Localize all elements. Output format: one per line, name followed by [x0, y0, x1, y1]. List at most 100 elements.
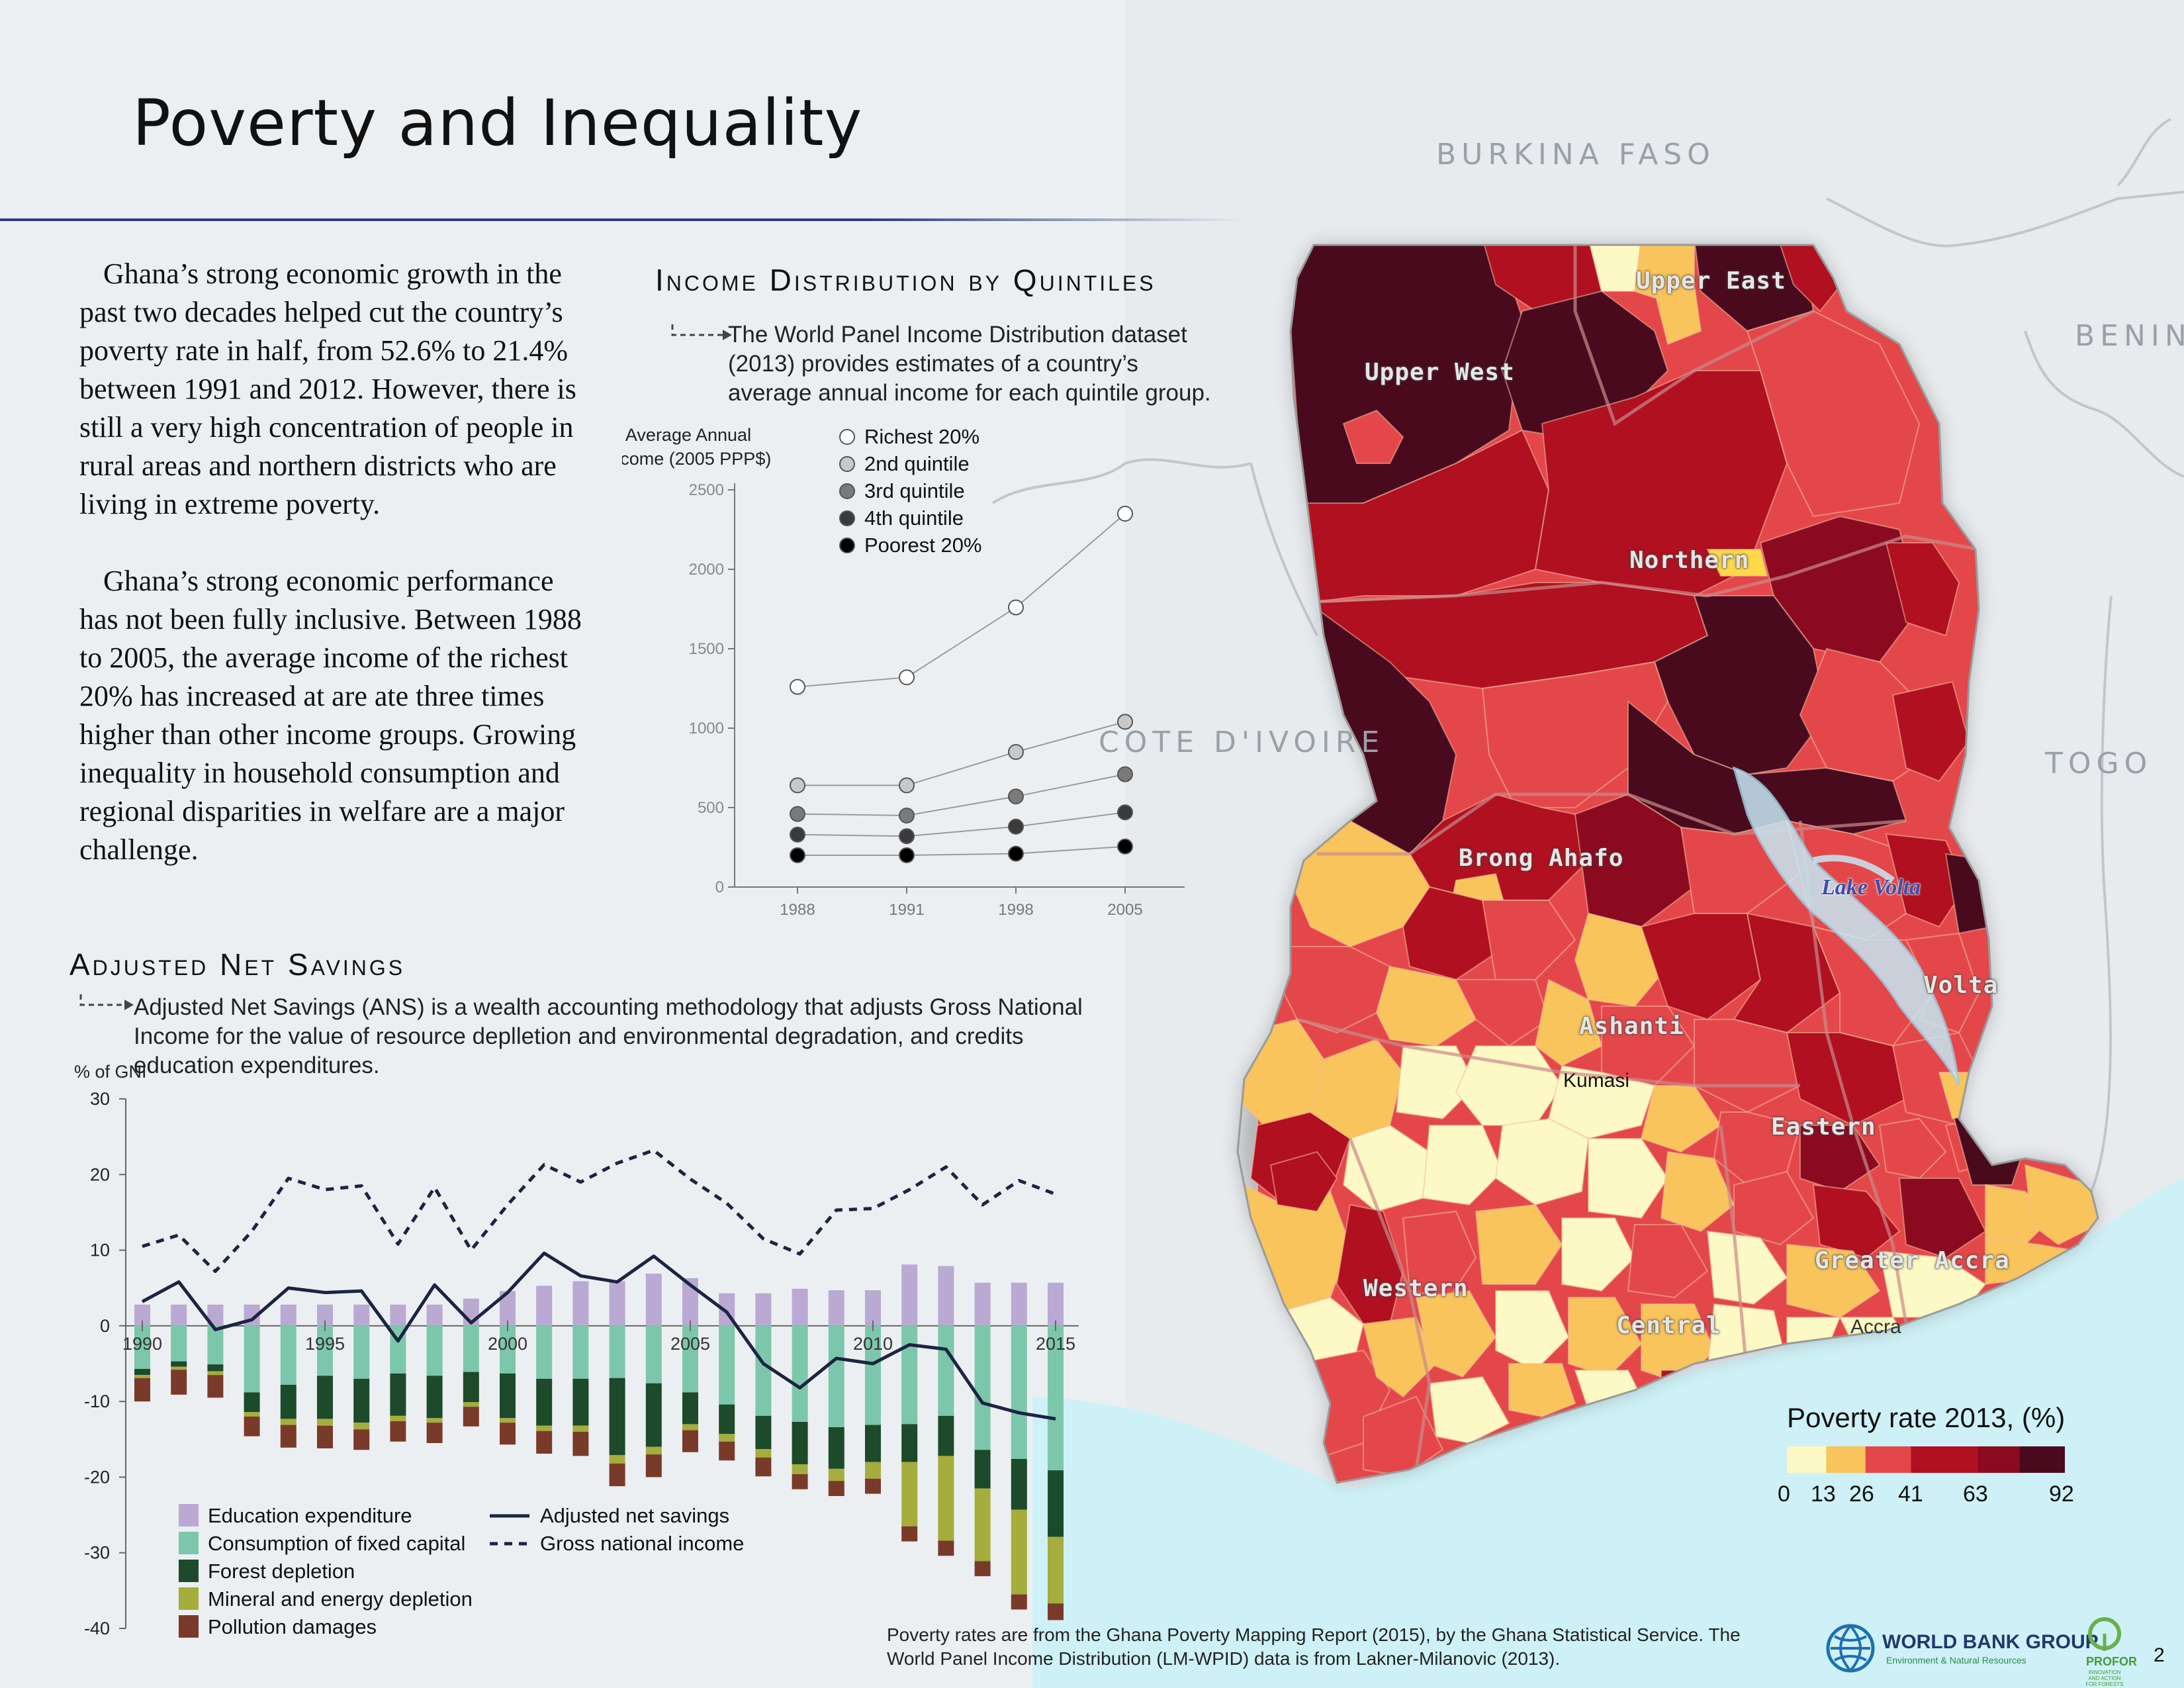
legend-swatch: [1865, 1446, 1911, 1473]
ans-y-tick-label: 20: [90, 1164, 110, 1184]
ans-bar-segment: [500, 1418, 516, 1423]
ans-bar-segment: [828, 1468, 844, 1481]
ans-bar-segment: [390, 1373, 406, 1416]
ans-bar-segment: [719, 1441, 735, 1461]
ans-bar-segment: [609, 1463, 625, 1487]
ans-bar-segment: [572, 1431, 589, 1456]
ans-legend-swatch: [179, 1560, 199, 1582]
ans-legend-label: Consumption of fixed capital: [208, 1532, 465, 1555]
ans-bar-segment: [792, 1474, 808, 1489]
ans-bar-segment: [974, 1488, 991, 1562]
ans-bar-segment: [645, 1446, 662, 1455]
quintile-x-tick-label: 1998: [998, 901, 1033, 919]
ans-pointer-arrow: [79, 994, 134, 1010]
quintile-y-tick-label: 500: [698, 799, 724, 817]
quintile-point: [1008, 818, 1024, 835]
ans-legend-swatch: [179, 1587, 199, 1610]
quintile-point: [899, 808, 915, 823]
ans-bar-segment: [865, 1425, 881, 1462]
ans-bar-segment: [500, 1325, 516, 1374]
region-label-upper-west: Upper West: [1365, 359, 1515, 386]
income-quintile-chart: Average Annual Income (2005 PPP$) 0 500 1000…: [622, 425, 1185, 919]
quintiles-section-title: Income Distribution by Quintiles: [655, 263, 1156, 297]
quintile-legend-label: 2nd quintile: [864, 452, 970, 475]
quintile-y-tick-label: 0: [715, 878, 724, 896]
legend-swatch: [1911, 1446, 1978, 1473]
ans-bar-segment: [682, 1392, 698, 1425]
ans-bar-segment: [572, 1378, 589, 1426]
ans-bar-segment: [609, 1325, 625, 1378]
ans-bar-segment: [572, 1281, 589, 1326]
legend-title: Poverty rate 2013, (%): [1787, 1402, 2066, 1433]
ans-bar-segment: [134, 1369, 150, 1376]
ans-legend-label: Education expenditure: [208, 1504, 412, 1527]
ans-bar-segment: [865, 1478, 881, 1494]
ans-x-tick-label: 2010: [853, 1334, 893, 1354]
ans-bar-segment: [244, 1325, 260, 1393]
quintile-point: [899, 669, 915, 686]
ans-bar-segment: [1048, 1282, 1064, 1326]
quintiles-description: The World Panel Income Distribution data…: [728, 322, 1211, 406]
ans-bar-segment: [938, 1325, 954, 1416]
ans-bar-segment: [426, 1325, 443, 1376]
ans-bar-segment: [792, 1288, 808, 1326]
ans-bar-segment: [317, 1325, 333, 1376]
ans-bar-segment: [536, 1425, 553, 1431]
legend-tick-13: 13: [1811, 1481, 1836, 1507]
ans-bar-segment: [865, 1462, 881, 1479]
ans-bar-segment: [645, 1383, 662, 1447]
ans-y-tick-label: -40: [84, 1618, 110, 1638]
ans-bar-segment: [390, 1421, 406, 1442]
quintile-point: [899, 777, 915, 794]
ans-bar-segment: [792, 1422, 808, 1464]
quintile-legend-label: 3rd quintile: [864, 479, 965, 502]
ans-bar-segment: [682, 1430, 698, 1452]
profor-leaf-icon: [2088, 1617, 2121, 1651]
country-label-cote-divoire: COTE D'IVOIRE: [1099, 726, 1385, 759]
ans-bar-segment: [828, 1290, 844, 1326]
ans-bar-segment: [792, 1325, 808, 1422]
city-label-accra: Accra: [1850, 1316, 1901, 1338]
ans-bar-segment: [1011, 1594, 1027, 1610]
ans-bar-segment: [207, 1371, 224, 1376]
quintile-x-tick-label: 2005: [1107, 901, 1142, 919]
profor-logo-text: PROFOR: [2086, 1655, 2138, 1668]
legend-tick-26: 26: [1849, 1481, 1874, 1507]
ans-bar-segment: [609, 1281, 625, 1326]
country-label-benin: BENIN: [2075, 319, 2184, 353]
quintile-point: [1008, 744, 1024, 760]
region-label-western: Western: [1363, 1275, 1469, 1302]
ans-x-tick-label: 1990: [122, 1334, 162, 1354]
ans-line: [141, 1251, 1056, 1421]
legend-tick-92: 92: [2049, 1481, 2074, 1507]
ans-bar-segment: [536, 1430, 553, 1454]
ans-bar-segment: [536, 1378, 553, 1426]
region-label-ashanti: Ashanti: [1579, 1013, 1684, 1040]
ans-bar-segment: [755, 1293, 772, 1326]
ans-bar-segment: [901, 1526, 918, 1542]
ans-bar-segment: [207, 1375, 224, 1398]
ans-bar-segment: [426, 1418, 443, 1423]
ans-legend-label: Forest depletion: [208, 1560, 355, 1583]
ans-bar-segment: [390, 1415, 406, 1421]
quintile-point: [790, 806, 805, 822]
ans-bar-segment: [317, 1425, 333, 1448]
quintile-point: [1117, 506, 1133, 522]
ans-bar-segment: [500, 1373, 516, 1419]
legend-swatch: [1787, 1446, 1827, 1473]
quintile-y-tick-label: 1000: [689, 720, 724, 737]
ans-bar-segment: [1048, 1470, 1064, 1537]
ans-bar-segment: [244, 1392, 260, 1413]
legend-tick-63: 63: [1963, 1481, 1988, 1507]
ans-bar-segment: [426, 1376, 443, 1419]
ans-bar-segment: [353, 1429, 370, 1450]
ans-bar-segment: [353, 1423, 370, 1430]
profor-subtitle: INNOVATION AND ACTION FOR FORESTS: [2085, 1669, 2124, 1687]
ans-y-tick-label: 30: [90, 1089, 110, 1109]
ans-bar-segment: [865, 1325, 881, 1425]
ans-bar-segment: [974, 1325, 991, 1450]
ans-bar-segment: [682, 1325, 698, 1393]
ans-bar-segment: [755, 1457, 772, 1477]
region-label-upper-east: Upper East: [1636, 267, 1786, 295]
